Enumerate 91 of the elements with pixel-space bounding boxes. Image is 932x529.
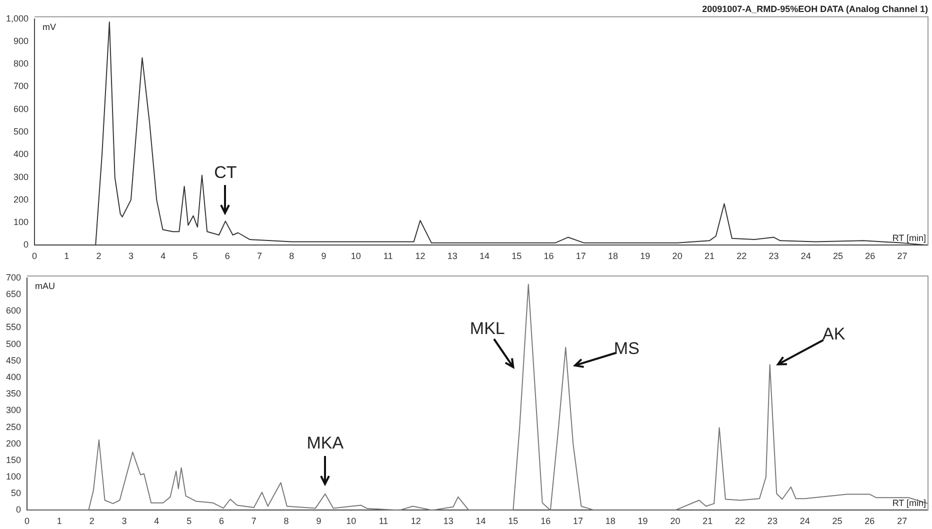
annotation: MS	[614, 339, 640, 358]
x-tick-label: 9	[321, 251, 326, 262]
y-tick-label: 550	[6, 322, 22, 332]
y-tick-label: 600	[13, 104, 29, 114]
x-tick-label: 23	[767, 516, 778, 526]
x-tick-label: 6	[218, 516, 224, 526]
x-tick-label: 17	[572, 516, 583, 526]
y-tick-label: 100	[6, 472, 22, 482]
x-tick-label: 7	[251, 516, 256, 526]
x-tick-label: 3	[128, 251, 134, 262]
x-tick-label: 7	[256, 251, 262, 262]
y-tick-label: 350	[6, 388, 22, 399]
annotation: MKA	[306, 434, 344, 453]
x-tick-label: 10	[346, 516, 356, 526]
annotation: AK	[822, 324, 846, 344]
x-tick-label: 13	[443, 516, 454, 526]
y-tick-label: 250	[6, 422, 22, 432]
x-tick-label: 15	[508, 516, 518, 526]
x-tick-label: 12	[415, 251, 426, 262]
y-tick-label: 300	[6, 405, 22, 416]
x-tick-label: 8	[289, 251, 294, 262]
x-tick-label: 11	[378, 516, 388, 526]
y-tick-label: 1,000	[6, 13, 29, 24]
y-tick-label: 200	[13, 194, 29, 204]
x-tick-label: 13	[447, 251, 458, 262]
y-tick-label: 700	[6, 272, 22, 282]
x-tick-label: 20	[672, 251, 682, 262]
x-tick-label: 21	[704, 251, 714, 262]
x-tick-label: 3	[122, 516, 127, 526]
y-tick-label: 600	[6, 306, 22, 316]
y-tick-label: 700	[13, 81, 29, 92]
y-axis-title: mV	[42, 22, 56, 32]
y-tick-label: 500	[13, 126, 29, 136]
y-tick-label: 100	[13, 217, 29, 228]
x-tick-label: 14	[479, 251, 490, 262]
x-tick-label: 24	[800, 516, 810, 526]
x-tick-label: 22	[736, 251, 747, 262]
y-axis-title: mAU	[35, 280, 56, 291]
y-tick-label: 800	[13, 58, 29, 69]
chart-title: 20091007-A_RMD-95%EOH DATA (Analog Channel 1)	[702, 4, 928, 14]
x-tick-label: 26	[865, 251, 876, 262]
y-tick-label: 0	[24, 240, 29, 250]
y-tick-label: 650	[6, 289, 22, 300]
x-tick-label: 25	[832, 516, 842, 526]
y-tick-label: 150	[6, 454, 22, 465]
x-tick-label: 11	[383, 251, 393, 262]
x-tick-label: 2	[89, 516, 94, 526]
x-tick-label: 0	[32, 251, 38, 262]
x-tick-label: 4	[160, 251, 166, 262]
x-tick-label: 9	[316, 516, 322, 526]
annotation: CT	[214, 162, 237, 182]
x-tick-label: 5	[192, 251, 198, 262]
y-tick-label: 450	[6, 355, 22, 366]
x-tick-label: 19	[640, 251, 650, 262]
x-tick-label: 17	[576, 251, 586, 262]
y-tick-label: 900	[13, 36, 29, 46]
x-tick-label: 1	[56, 516, 62, 526]
y-tick-label: 400	[6, 372, 22, 382]
x-tick-label: 21	[702, 516, 713, 526]
x-tick-label: 8	[284, 516, 289, 526]
x-tick-label: 18	[605, 516, 616, 526]
x-tick-label: 12	[410, 516, 421, 526]
x-tick-label: 2	[96, 251, 102, 262]
y-tick-label: 200	[6, 438, 22, 448]
x-tick-label: 19	[638, 516, 648, 526]
x-tick-label: 5	[186, 516, 192, 526]
x-tick-label: 23	[768, 251, 779, 262]
x-tick-label: 22	[735, 516, 746, 526]
annotation: MKL	[470, 318, 505, 338]
y-tick-label: 500	[6, 338, 22, 349]
x-tick-label: 27	[897, 516, 908, 526]
x-tick-label: 18	[608, 251, 618, 262]
x-tick-label: 4	[154, 516, 160, 526]
x-tick-label: 14	[476, 516, 486, 526]
x-tick-label: 6	[224, 251, 230, 262]
x-tick-label: 24	[800, 251, 811, 262]
x-tick-label: 20	[670, 516, 680, 526]
x-tick-label: 25	[833, 251, 844, 262]
x-tick-label: 16	[544, 251, 554, 262]
y-tick-label: 300	[13, 172, 29, 182]
x-tick-label: 16	[540, 516, 551, 526]
x-axis-title: RT [min]	[892, 498, 926, 508]
x-tick-label: 15	[512, 251, 522, 262]
x-tick-label: 1	[64, 251, 70, 262]
x-tick-label: 10	[350, 251, 361, 262]
y-tick-label: 400	[13, 149, 29, 160]
x-tick-label: 26	[864, 516, 875, 526]
y-tick-label: 0	[16, 504, 22, 515]
x-tick-label: 27	[897, 251, 908, 262]
y-tick-label: 50	[11, 488, 22, 498]
x-axis-title: RT [min]	[892, 233, 926, 244]
